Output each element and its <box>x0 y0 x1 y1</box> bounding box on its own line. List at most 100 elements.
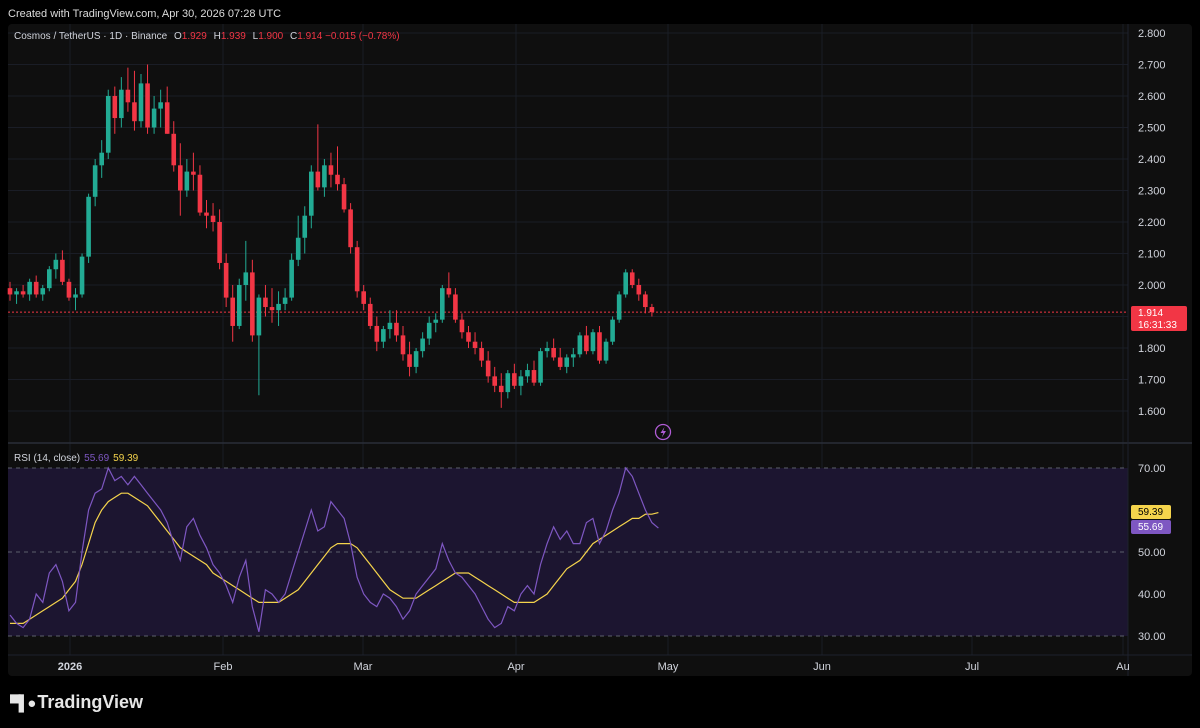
rsi-line <box>9 466 659 632</box>
candle-body <box>453 294 458 320</box>
tradingview-logo[interactable]: ▀▌● TradingView <box>10 692 143 713</box>
candle-body <box>269 307 275 311</box>
candle-body <box>47 269 52 289</box>
price-tick-label: 2.600 <box>1138 91 1166 103</box>
high-value: 1.939 <box>220 31 246 42</box>
candle-body <box>7 288 13 295</box>
candle-body <box>531 370 537 383</box>
rsi-ma-tag: 59.39 <box>1131 505 1171 519</box>
candle-body <box>603 341 609 361</box>
candle-body <box>525 370 530 377</box>
low-label: L <box>252 31 259 42</box>
symbol-title: Cosmos / TetherUS · 1D · Binance <box>14 31 168 42</box>
candle-body <box>348 209 353 248</box>
candle-body <box>289 259 294 298</box>
candle-body <box>92 165 98 197</box>
candle-body <box>328 165 334 175</box>
rsi-legend-value: 55.69 <box>84 453 110 464</box>
candle-body <box>472 341 478 348</box>
candle-body <box>263 297 268 308</box>
price-tick-label: 2.700 <box>1138 60 1166 72</box>
open-label: O <box>174 31 182 42</box>
rsi-label: RSI (14, close) <box>14 453 81 464</box>
candle-body <box>400 335 406 355</box>
rsi-tick-label: 50.00 <box>1138 547 1166 559</box>
candle-body <box>132 102 137 122</box>
lightning-bolt-icon[interactable] <box>654 423 672 441</box>
candle-body <box>105 96 111 153</box>
time-tick-label: 2026 <box>58 661 82 673</box>
candle-body <box>322 165 327 188</box>
candle-body <box>505 373 511 393</box>
rsi-tick-label: 40.00 <box>1138 589 1166 601</box>
candle-body <box>446 288 452 295</box>
time-tick-label: May <box>658 661 679 673</box>
candle-body <box>112 96 118 119</box>
close-value: 1.914 <box>297 31 323 42</box>
candle-body <box>564 357 570 367</box>
candles-group <box>7 64 655 408</box>
candle-body <box>40 288 46 295</box>
candle-body <box>341 184 347 210</box>
candle-body <box>394 322 399 336</box>
candle-body <box>27 281 32 295</box>
candle-body <box>99 152 104 166</box>
candle-body <box>119 89 124 119</box>
rsi-tag: 55.69 <box>1131 520 1171 534</box>
candle-body <box>178 165 183 191</box>
candle-body <box>557 357 563 367</box>
candle-body <box>204 212 209 216</box>
rsi-tag-value: 55.69 <box>1138 522 1163 533</box>
close-label: C <box>290 31 298 42</box>
price-tick-label: 2.000 <box>1138 280 1166 292</box>
created-with-label: Created with TradingView.com, Apr 30, 20… <box>8 8 282 20</box>
candle-body <box>420 338 425 352</box>
candle-body <box>361 291 366 304</box>
candle-body <box>459 319 465 333</box>
price-tag-value: 1.914 <box>1138 308 1163 319</box>
high-label: H <box>213 31 221 42</box>
open-value: 1.929 <box>181 31 207 42</box>
candle-body <box>191 171 196 175</box>
candle-body <box>584 335 589 352</box>
rsi-legend: RSI (14, close) 55.69 59.39 <box>14 453 138 464</box>
candle-body <box>302 215 308 238</box>
tradingview-logo-icon: ▀▌● <box>10 695 36 712</box>
candle-body <box>610 319 615 342</box>
candle-body <box>629 272 635 285</box>
candle-body <box>236 285 242 326</box>
price-tick-label: 1.700 <box>1138 375 1166 387</box>
candle-body <box>479 348 484 361</box>
candle-body <box>426 322 432 339</box>
candle-body <box>309 171 314 216</box>
candle-body <box>158 102 163 109</box>
price-tick-label: 2.300 <box>1138 186 1166 198</box>
candle-body <box>20 291 26 295</box>
candle-body <box>230 297 235 326</box>
candle-body <box>217 222 222 263</box>
candle-body <box>73 294 78 298</box>
candle-body <box>315 171 321 188</box>
candle-body <box>466 332 471 342</box>
candle-body <box>354 247 360 292</box>
candle-body <box>151 108 157 128</box>
candle-body <box>66 281 72 298</box>
candle-body <box>184 171 190 191</box>
candle-body <box>498 385 504 393</box>
price-tick-label: 1.600 <box>1138 406 1166 418</box>
candle-body <box>597 332 602 361</box>
candle-body <box>623 272 628 295</box>
candle-body <box>276 303 281 311</box>
candle-body <box>60 259 65 282</box>
candle-body <box>210 215 216 222</box>
time-tick-label: Au <box>1116 661 1129 673</box>
time-tick-label: Jul <box>965 661 979 673</box>
candle-body <box>14 291 19 295</box>
candle-body <box>145 83 150 128</box>
symbol-legend: Cosmos / TetherUS · 1D · Binance O1.929 … <box>14 31 400 42</box>
candle-body <box>256 297 262 336</box>
time-tick-label: Feb <box>214 661 233 673</box>
candle-body <box>79 256 85 295</box>
candle-body <box>250 272 255 336</box>
